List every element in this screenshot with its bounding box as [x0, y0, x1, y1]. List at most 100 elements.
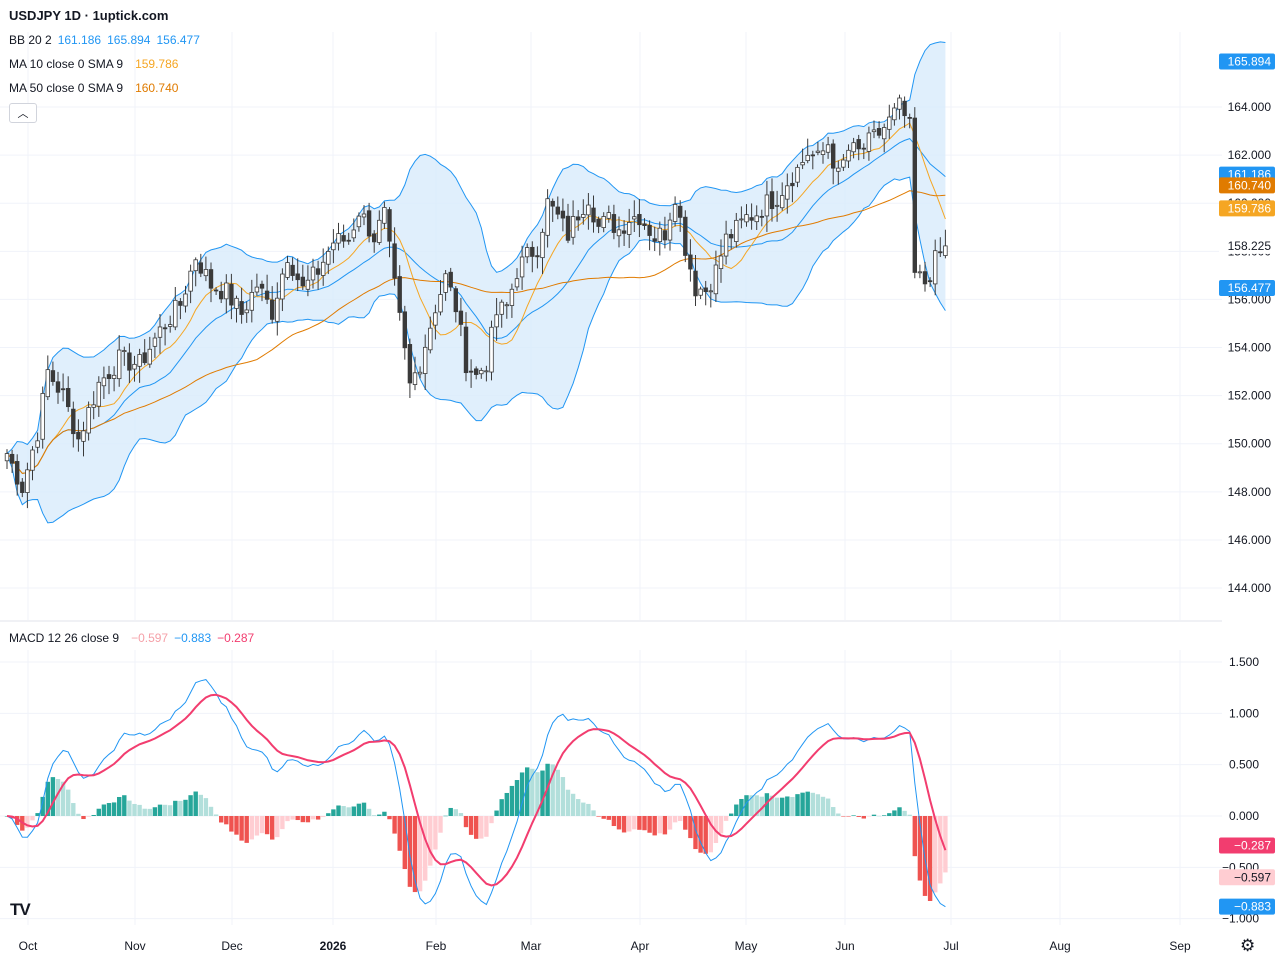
candle-body [938, 251, 943, 254]
ma50-line [6, 190, 946, 474]
macd-histogram-bar [35, 813, 40, 816]
macd-label-bg [1219, 837, 1275, 854]
candle [152, 332, 158, 358]
time-tick-label: Jun [835, 939, 854, 953]
candle-body [320, 261, 326, 276]
price-label-bg [1219, 177, 1275, 194]
candle-body [371, 233, 377, 243]
candle-body [356, 215, 362, 228]
candle-body [927, 280, 933, 283]
candle-body [922, 271, 928, 285]
price-label: 160.740 [1219, 177, 1275, 194]
candle-body [662, 230, 668, 241]
candle [397, 265, 402, 321]
macd-histogram-bar [351, 806, 356, 816]
candle-body [326, 251, 331, 265]
candle-body [550, 200, 555, 207]
candle [545, 189, 550, 248]
macd-histogram-bar [856, 816, 861, 817]
price-label: 158.225 [1219, 237, 1275, 254]
macd-histogram-bar [127, 800, 132, 816]
candle [463, 312, 469, 382]
macd-histogram-bar [938, 816, 943, 884]
candle-body [723, 233, 729, 257]
candle-body [632, 216, 637, 220]
candle [137, 348, 142, 383]
legend-ma50[interactable]: MA 50 close 0 SMA 9 160.740 [9, 81, 178, 95]
macd-histogram-bar [810, 792, 815, 816]
macd-histogram-bar [647, 816, 652, 833]
candle [448, 267, 453, 292]
candle [35, 432, 40, 454]
candle-body [40, 393, 45, 440]
candle [560, 198, 566, 232]
macd-histogram-bar [173, 800, 178, 816]
macd-histogram-bar [820, 796, 826, 816]
candle [162, 323, 168, 346]
candle [285, 255, 290, 280]
candle [193, 257, 198, 287]
candle [678, 200, 683, 232]
candle [198, 253, 203, 278]
macd-histogram-bar [423, 816, 428, 881]
price-tick-label: 148.000 [1228, 485, 1272, 499]
tradingview-logo[interactable]: TV [10, 900, 31, 919]
candle [652, 226, 657, 251]
candle [647, 220, 652, 251]
candle-body [305, 279, 311, 290]
candle [229, 273, 234, 320]
candle-body [652, 238, 657, 242]
candle-body [142, 352, 147, 364]
macd-histogram-bar [780, 797, 785, 816]
candle [412, 356, 418, 391]
macd-histogram-bar [917, 816, 923, 881]
macd-histogram-bar [152, 807, 158, 816]
candle [708, 283, 713, 308]
macd-histogram-bar [790, 797, 795, 816]
legend-bb[interactable]: BB 20 2 161.186 165.894 156.477 [9, 33, 200, 47]
candle [688, 239, 693, 282]
candle [392, 227, 397, 286]
candle-body [876, 128, 882, 136]
candle [45, 355, 50, 401]
candle-body [96, 381, 101, 407]
candle [820, 142, 826, 164]
candle [499, 299, 504, 328]
price-tick-label: 154.000 [1228, 341, 1272, 355]
candle-body [708, 290, 713, 293]
candle-body [249, 291, 254, 311]
macd-histogram-bar [672, 816, 678, 823]
candle [519, 245, 525, 290]
candle-body [229, 283, 234, 306]
candle-body [576, 216, 581, 221]
candle-body [815, 150, 821, 153]
candle [203, 256, 209, 282]
legend-ma10[interactable]: MA 10 close 0 SMA 9 159.786 [9, 57, 178, 71]
candle [805, 138, 810, 164]
legend-macd[interactable]: MACD 12 26 close 9 −0.597 −0.883 −0.287 [9, 631, 254, 645]
candle-body [887, 116, 892, 130]
candle [489, 320, 494, 381]
candle-body [397, 276, 402, 313]
collapse-legend-button[interactable]: ︿ [9, 103, 37, 123]
candle [122, 346, 127, 366]
macd-histogram-bar [468, 816, 474, 835]
candle [927, 277, 933, 288]
candle [428, 316, 433, 354]
macd-label-text: −0.883 [1234, 900, 1271, 914]
macd-histogram-bar [769, 795, 775, 816]
macd-histogram-bar [912, 816, 917, 857]
macd-histogram-bar [71, 803, 76, 816]
candle [326, 246, 331, 275]
candle [887, 104, 892, 139]
candle [739, 206, 744, 229]
candle-body [473, 368, 479, 375]
gear-icon[interactable]: ⚙ [1240, 936, 1256, 955]
macd-histogram-bar [479, 816, 484, 839]
macd-histogram-bar [621, 816, 627, 833]
candle [269, 286, 275, 324]
legend-macd-signal: −0.287 [217, 631, 255, 645]
candle [40, 386, 45, 449]
time-tick-label: Jul [943, 939, 958, 953]
